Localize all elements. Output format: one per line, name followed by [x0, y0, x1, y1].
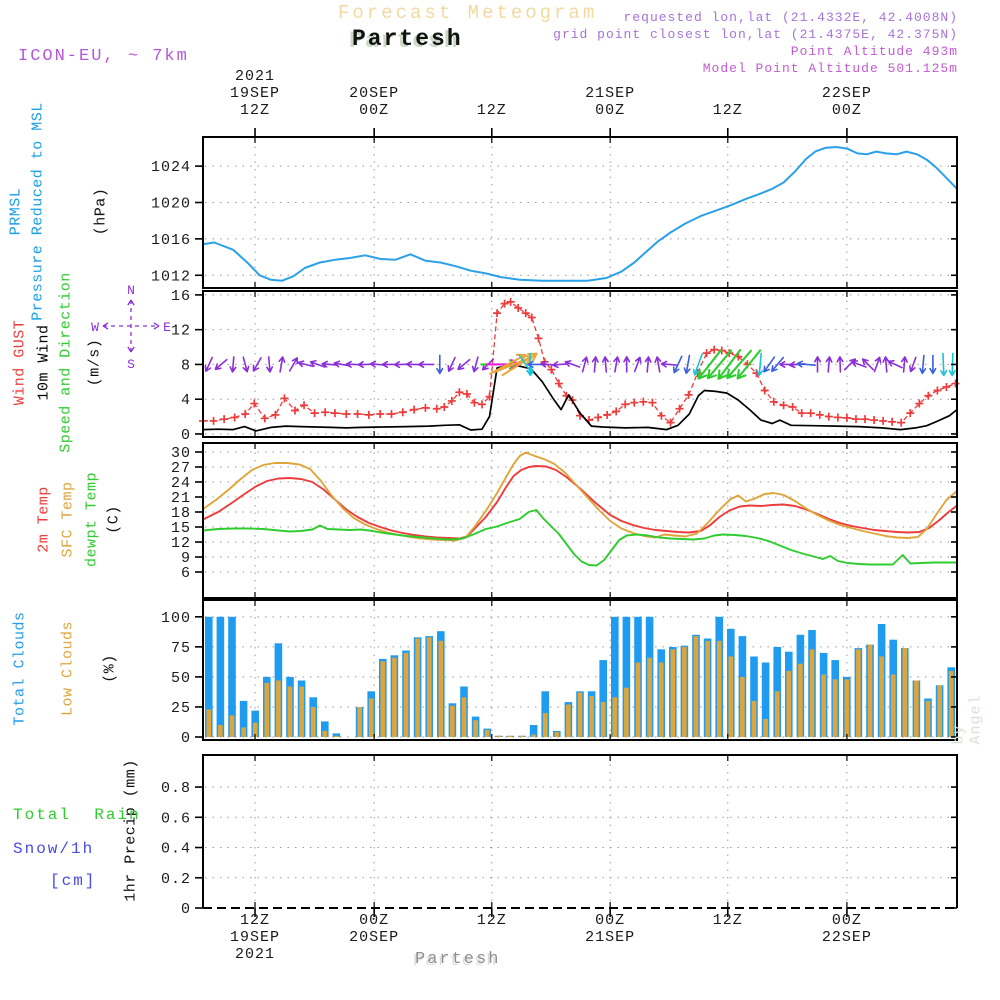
panel-hlabel-precip-2: [cm] [50, 872, 97, 890]
grid-point-coords: grid point closest lon,lat (21.4375E, 42… [553, 27, 958, 42]
y-tick-label-temp: 30 [171, 445, 191, 462]
y-tick-label-precip: 0.8 [161, 780, 191, 797]
y-tick-label-wind: 4 [181, 392, 191, 409]
panel-unit-precip: 1hr Precip (mm) [122, 758, 140, 902]
compass-letter: E [163, 320, 171, 335]
y-tick-label-temp: 24 [171, 475, 191, 492]
bottom-axis-time: 00Z [831, 912, 862, 929]
compass-letter: W [91, 320, 99, 335]
y-tick-label-precip: 0.4 [161, 841, 191, 858]
bottom-axis-date: 19SEP [230, 929, 281, 946]
y-tick-label-pressure: 1024 [151, 159, 191, 176]
top-axis-date: 21SEP [585, 85, 636, 102]
top-axis-time: 00Z [359, 102, 390, 119]
y-tick-label-wind: 8 [181, 357, 191, 374]
y-tick-label-pressure: 1020 [151, 195, 191, 212]
y-tick-label-clouds: 0 [181, 730, 191, 747]
y-tick-label-precip: 0 [181, 901, 191, 918]
station-title: Partesh [352, 26, 463, 52]
bottom-axis-time: 12Z [476, 912, 507, 929]
bottom-axis-time: 12Z [712, 912, 743, 929]
top-axis-date: 22SEP [821, 85, 872, 102]
y-tick-label-wind: 16 [171, 288, 191, 305]
y-tick-label-wind: 0 [181, 427, 191, 444]
bottom-axis-time: 00Z [359, 912, 390, 929]
point-altitude: Point Altitude 493m [790, 44, 958, 59]
credit-byline: by Angel [950, 694, 985, 745]
top-axis-date: 19SEP [230, 85, 281, 102]
panel-unit-clouds: (%) [101, 654, 119, 683]
panel-hlabel-precip-1: Snow/1h [13, 840, 95, 858]
y-tick-label-temp: 15 [171, 520, 191, 537]
panel-label-clouds-1: Low Clouds [59, 621, 77, 717]
y-tick-label-pressure: 1012 [151, 268, 191, 285]
panel-label-wind-0: Wind GUST [11, 319, 29, 406]
y-tick-label-clouds: 25 [171, 700, 191, 717]
y-tick-label-temp: 21 [171, 490, 191, 507]
footer-caption: Partesh [415, 950, 501, 969]
panel-hlabel-precip-0: Total Rain [13, 806, 141, 824]
y-tick-label-clouds: 75 [171, 640, 191, 657]
y-tick-label-temp: 18 [171, 505, 191, 522]
y-tick-label-temp: 12 [171, 535, 191, 552]
bottom-axis-date: 21SEP [585, 929, 636, 946]
top-axis-date: 20SEP [349, 85, 400, 102]
y-tick-label-temp: 27 [171, 460, 191, 477]
plot-title: Forecast Meteogram [338, 2, 598, 24]
y-tick-label-temp: 9 [181, 550, 191, 567]
bottom-axis-time: 00Z [595, 912, 626, 929]
y-tick-label-clouds: 100 [161, 610, 191, 627]
y-tick-label-precip: 0.6 [161, 810, 191, 827]
y-tick-label-wind: 12 [171, 323, 191, 340]
y-tick-label-temp: 6 [181, 565, 191, 582]
panel-label-temp-0: 2m Temp [35, 485, 53, 553]
top-axis-year: 2021 [235, 68, 276, 85]
model-label: ICON-EU, ~ 7km [18, 47, 189, 66]
panel-label-temp-2: dewpt Temp [83, 471, 101, 567]
top-axis-time: 00Z [831, 102, 862, 119]
compass-letter: S [127, 357, 135, 372]
requested-coords: requested lon,lat (21.4332E, 42.4008N) [623, 10, 958, 25]
bottom-axis-date: 20SEP [349, 929, 400, 946]
compass-letter: N [127, 283, 135, 298]
top-axis-time: 12Z [240, 102, 271, 119]
top-axis-time: 12Z [712, 102, 743, 119]
panel-label-clouds-0: Total Clouds [11, 611, 29, 726]
top-axis-time: 00Z [595, 102, 626, 119]
y-tick-label-precip: 0.2 [161, 871, 191, 888]
y-tick-label-clouds: 50 [171, 670, 191, 687]
top-axis-time: 12Z [476, 102, 507, 119]
model-point-altitude: Model Point Altitude 501.125m [702, 61, 958, 76]
y-tick-label-pressure: 1016 [151, 232, 191, 249]
bottom-axis-date: 22SEP [821, 929, 872, 946]
bottom-axis-time: 12Z [240, 912, 271, 929]
bottom-axis-year: 2021 [235, 946, 276, 963]
